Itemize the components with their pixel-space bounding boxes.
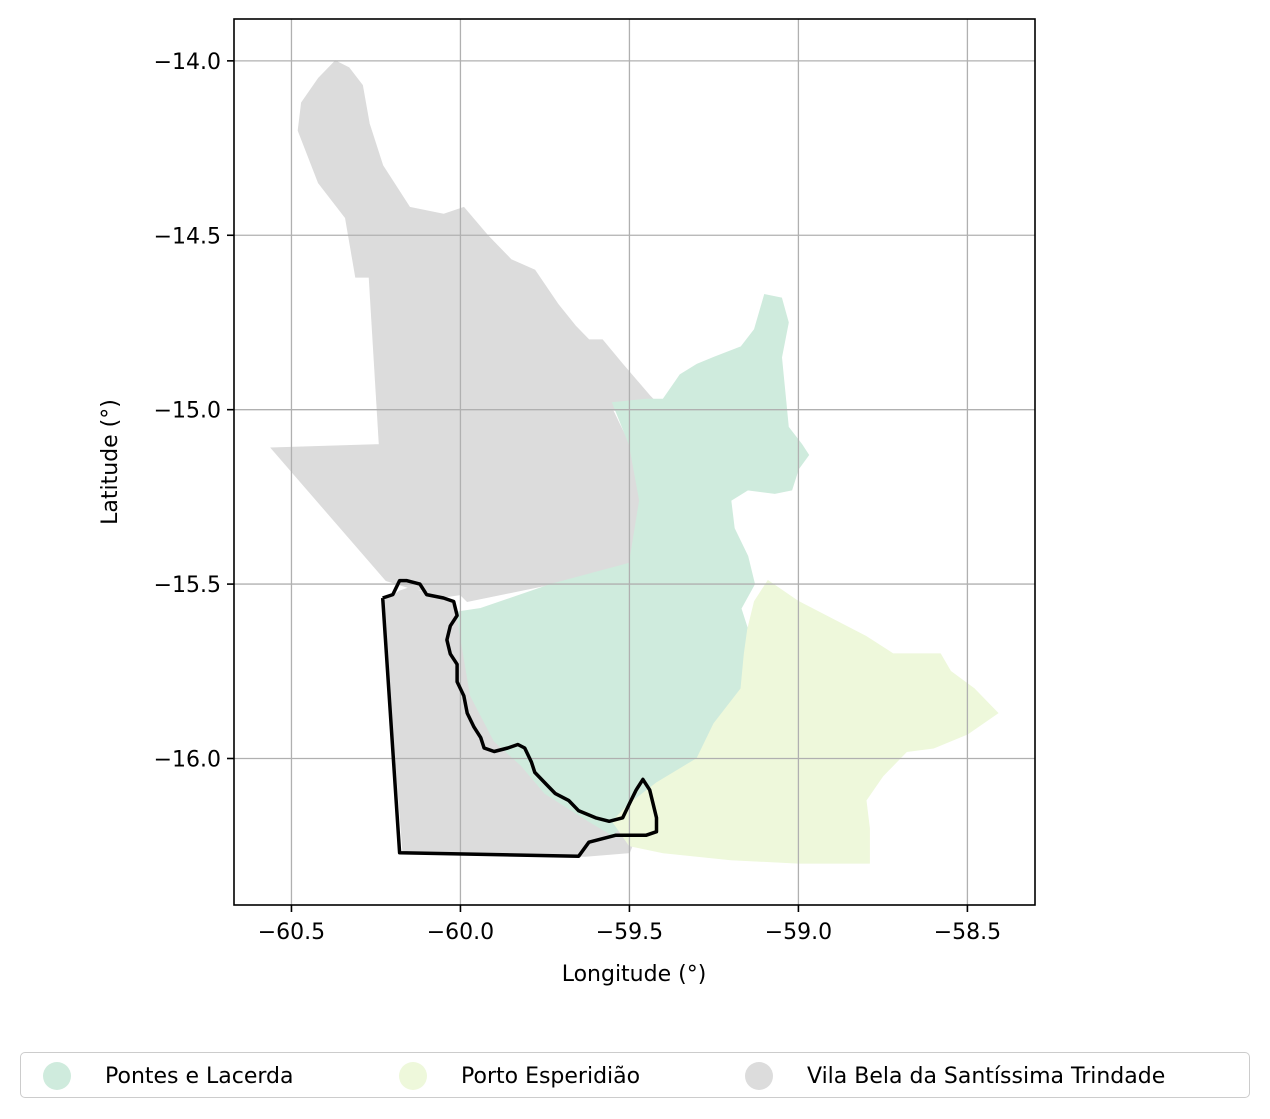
legend-swatch-pontes-e-lacerda bbox=[43, 1062, 71, 1090]
y-tick-label-1: −14.5 bbox=[154, 224, 221, 249]
legend-item-vila-bela: Vila Bela da Santíssima Trindade bbox=[745, 1053, 1165, 1099]
x-tick-label-0: −60.5 bbox=[258, 920, 325, 945]
legend-swatch-vila-bela bbox=[745, 1062, 773, 1090]
legend-item-porto-esperidiao: Porto Esperidião bbox=[399, 1053, 640, 1099]
x-tick-label-4: −58.5 bbox=[934, 920, 1001, 945]
map-regions bbox=[270, 60, 999, 864]
x-axis-ticks: −60.5 −60.0 −59.5 −59.0 −58.5 bbox=[258, 905, 1001, 945]
y-axis-ticks: −14.0 −14.5 −15.0 −15.5 −16.0 bbox=[154, 50, 234, 772]
x-tick-label-3: −59.0 bbox=[765, 920, 832, 945]
y-tick-label-0: −14.0 bbox=[154, 50, 221, 75]
region-porto-esperidiao bbox=[611, 579, 999, 864]
highlight-outline-layer bbox=[380, 578, 659, 858]
x-tick-label-2: −59.5 bbox=[596, 920, 663, 945]
legend-label-vila-bela: Vila Bela da Santíssima Trindade bbox=[807, 1063, 1166, 1089]
plot-frame bbox=[233, 18, 1036, 906]
y-tick-label-4: −16.0 bbox=[154, 747, 221, 772]
y-axis-label: Latitude (°) bbox=[98, 399, 123, 525]
legend-label-pontes-e-lacerda: Pontes e Lacerda bbox=[105, 1063, 294, 1089]
y-tick-label-2: −15.0 bbox=[154, 399, 221, 424]
y-tick-label-3: −15.5 bbox=[154, 573, 221, 598]
legend-label-porto-esperidiao: Porto Esperidião bbox=[461, 1063, 641, 1089]
x-axis-label: Longitude (°) bbox=[562, 962, 707, 987]
x-tick-label-1: −60.0 bbox=[427, 920, 494, 945]
grid-lines bbox=[234, 19, 1035, 905]
legend-swatch-porto-esperidiao bbox=[399, 1062, 427, 1090]
legend: Pontes e Lacerda Porto Esperidião Vila B… bbox=[20, 1052, 1250, 1098]
highlight-outline bbox=[380, 578, 659, 858]
legend-item-pontes-e-lacerda: Pontes e Lacerda bbox=[43, 1053, 294, 1099]
